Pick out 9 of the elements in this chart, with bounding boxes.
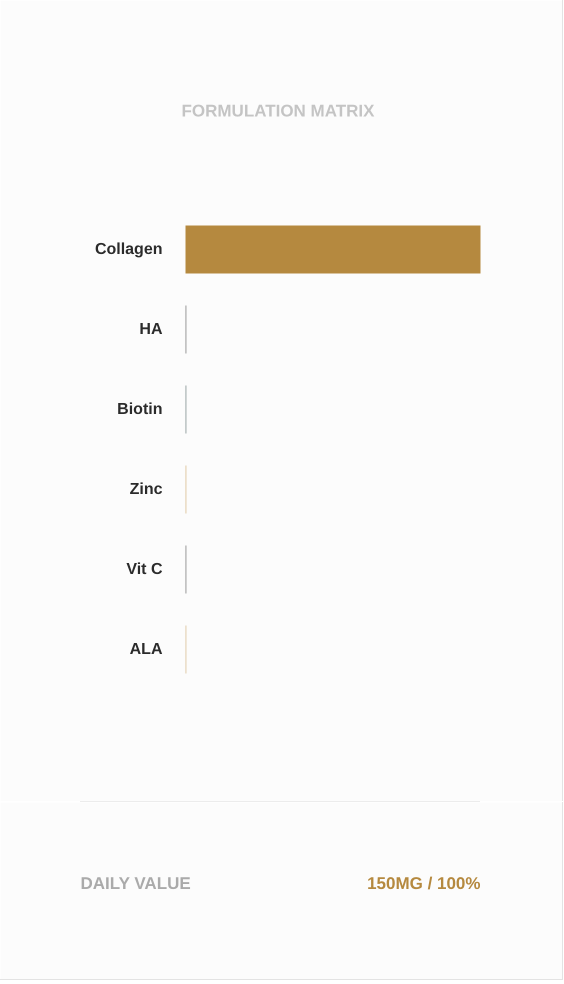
y-tick-label: Collagen xyxy=(94,241,162,258)
y-tick-label: ALA xyxy=(130,641,163,658)
y-tick-label: Biotin xyxy=(117,401,163,418)
text: DAILY VALUE xyxy=(80,874,191,893)
text: 150MG / 100% xyxy=(367,874,481,893)
y-tick-label: Zinc xyxy=(130,481,163,498)
chart-title: FORMULATION MATRIX xyxy=(182,102,376,120)
y-tick-label: HA xyxy=(139,321,163,338)
y-tick-label: Vit C xyxy=(126,561,163,578)
